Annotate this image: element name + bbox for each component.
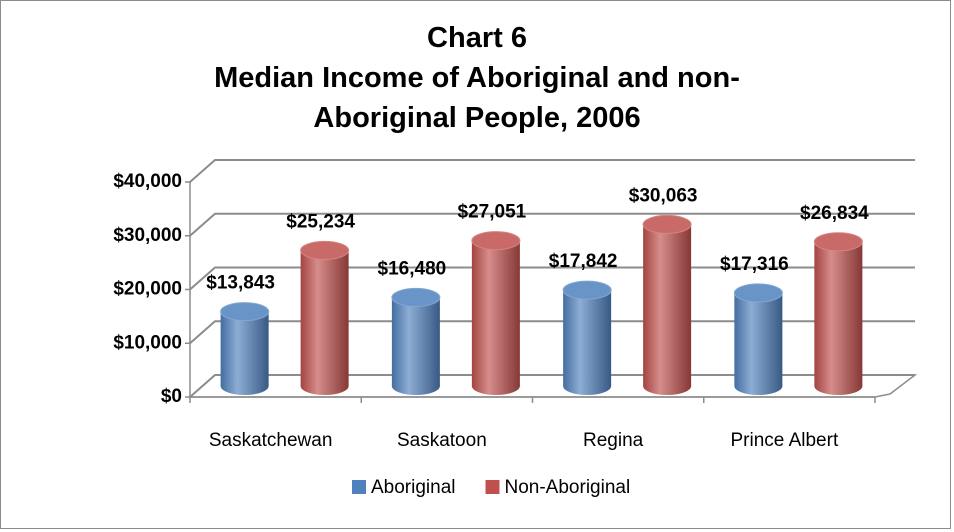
bar: [733, 283, 783, 395]
bar: [300, 240, 350, 395]
value-label: $16,480: [378, 258, 447, 279]
grid-line: [189, 159, 915, 183]
x-tick-label: Saskatchewan: [209, 430, 333, 451]
value-label: $27,051: [458, 202, 527, 223]
legend-swatch: [352, 480, 366, 494]
bar: [813, 232, 863, 395]
value-label: $25,234: [286, 211, 355, 232]
bar: [471, 231, 521, 395]
y-tick-label: $10,000: [113, 332, 182, 353]
y-tick-label: $0: [161, 386, 182, 407]
bar: [642, 214, 692, 395]
y-tick-label: $30,000: [113, 225, 182, 246]
legend-label: Aboriginal: [371, 477, 456, 498]
bar: [220, 302, 270, 395]
chart-title: Chart 6: [427, 22, 527, 54]
y-tick-label: $40,000: [113, 171, 182, 192]
y-tick-label: $20,000: [113, 279, 182, 300]
titles: Chart 6 Median Income of Aboriginal and …: [177, 18, 777, 138]
bar: [391, 287, 441, 395]
value-label: $26,834: [800, 203, 869, 224]
value-label: $13,843: [206, 273, 275, 294]
x-tick-label: Saskatoon: [397, 430, 487, 451]
bar: [562, 280, 612, 395]
x-tick-label: Regina: [583, 430, 644, 451]
value-label: $17,316: [720, 254, 789, 275]
floor: [188, 374, 918, 398]
chart-subtitle: Median Income of Aboriginal and non-Abor…: [214, 62, 740, 134]
value-label: $17,842: [549, 251, 618, 272]
legend-label: Non-Aboriginal: [505, 477, 631, 498]
legend-swatch: [485, 480, 500, 494]
x-tick-label: Prince Albert: [731, 430, 839, 451]
grid-line: [189, 212, 915, 237]
value-label: $30,063: [629, 185, 698, 206]
